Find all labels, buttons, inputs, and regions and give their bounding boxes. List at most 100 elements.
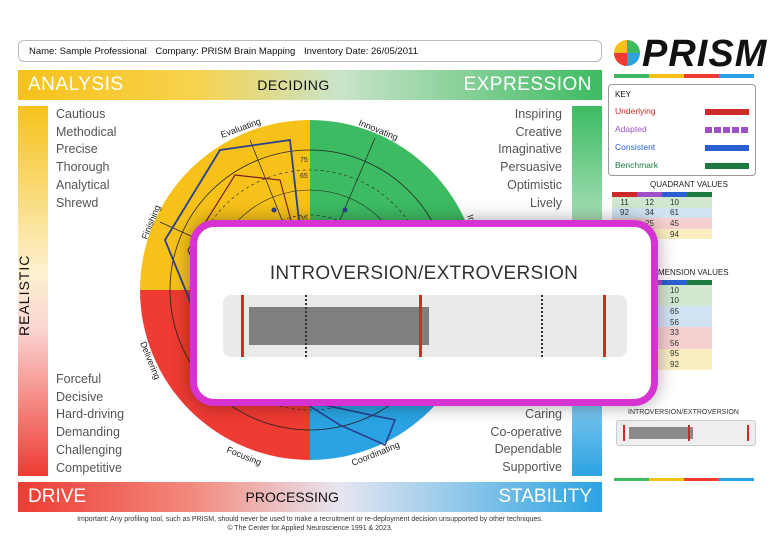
mini-marker bbox=[747, 425, 749, 441]
key-benchmark-label: Benchmark bbox=[615, 160, 658, 170]
quadrant-values-title: QUADRANT VALUES bbox=[650, 180, 728, 189]
footer-copyright: © The Center for Applied Neuroscience 19… bbox=[227, 525, 393, 532]
word: Competitive bbox=[56, 460, 122, 475]
drive-words: Forceful Decisive Hard-driving Demanding… bbox=[56, 371, 124, 477]
word: Lively bbox=[530, 195, 562, 210]
mini-introversion-bar bbox=[616, 420, 756, 446]
word: Precise bbox=[56, 142, 98, 157]
mini-introversion-title: INTROVERSION/EXTROVERSION bbox=[628, 409, 739, 416]
bottom-color-line bbox=[614, 478, 754, 481]
word: Dependable bbox=[494, 442, 562, 457]
data-point bbox=[271, 207, 277, 213]
expression-label: EXPRESSION bbox=[463, 74, 592, 95]
expression-words: Inspiring Creative Imaginative Persuasiv… bbox=[498, 106, 562, 212]
top-quadrant-bar: ANALYSIS DECIDING EXPRESSION bbox=[18, 70, 602, 100]
word: Hard-driving bbox=[56, 407, 125, 422]
key-underlying-label: Underlying bbox=[615, 106, 656, 116]
analysis-words: Cautious Methodical Precise Thorough Ana… bbox=[56, 106, 116, 212]
popup-range-marker bbox=[603, 295, 606, 357]
word: Decisive bbox=[56, 389, 104, 404]
cell: 34 bbox=[645, 208, 654, 218]
word: Caring bbox=[525, 407, 562, 421]
scale-75-label: 75 bbox=[300, 157, 308, 164]
cell: 10 bbox=[670, 296, 679, 306]
word: Imaginative bbox=[498, 142, 562, 157]
cell: 45 bbox=[670, 218, 679, 228]
cell: 94 bbox=[670, 229, 679, 239]
popup-dotted-marker bbox=[305, 295, 307, 357]
popup-scale-track bbox=[223, 295, 627, 357]
word: Demanding bbox=[56, 425, 120, 440]
word: Shrewd bbox=[56, 195, 99, 210]
cell: 10 bbox=[670, 197, 679, 207]
word: Supportive bbox=[502, 460, 562, 475]
word: Methodical bbox=[56, 124, 117, 139]
table-row: 25 45 bbox=[612, 218, 712, 229]
left-gradient-bar bbox=[18, 106, 48, 476]
profile-name: Name: Sample Professional bbox=[29, 46, 147, 57]
dimension-values-title: DIMENSION VALUES bbox=[650, 268, 729, 277]
word: Persuasive bbox=[500, 160, 562, 175]
word: Analytical bbox=[56, 177, 110, 192]
word: Cautious bbox=[56, 107, 106, 121]
cell: 33 bbox=[670, 328, 679, 338]
table-row: 11 12 10 bbox=[612, 197, 712, 208]
word: Challenging bbox=[56, 442, 123, 457]
cell: 12 bbox=[645, 197, 654, 207]
popup-range-marker bbox=[419, 295, 422, 357]
key-consistent-label: Consistent bbox=[615, 142, 656, 152]
cell: 56 bbox=[670, 317, 679, 327]
scale-35-label: 35 bbox=[300, 216, 308, 223]
popup-dotted-marker bbox=[541, 295, 543, 357]
scale-65-label: 65 bbox=[300, 173, 308, 180]
introversion-extroversion-popup: INTROVERSION/EXTROVERSION bbox=[190, 220, 658, 406]
table-row: 92 34 61 bbox=[612, 207, 712, 219]
brain-logo-icon bbox=[614, 40, 640, 66]
footer-disclaimer: Important: Any profiling tool, such as P… bbox=[77, 516, 543, 523]
popup-value-bar bbox=[249, 307, 429, 345]
prism-logo: PRISM bbox=[642, 33, 768, 75]
word: Inspiring bbox=[514, 107, 562, 121]
key-panel: KEY Underlying Adapted Consistent Benchm… bbox=[608, 84, 756, 176]
mini-marker bbox=[623, 425, 625, 441]
deciding-label: DECIDING bbox=[257, 77, 330, 93]
key-consistent-swatch bbox=[705, 145, 749, 151]
stability-words: Caring Co-operative Dependable Supportiv… bbox=[490, 406, 562, 477]
analysis-label: ANALYSIS bbox=[28, 74, 124, 95]
word: Forceful bbox=[56, 372, 102, 386]
key-adapted-swatch bbox=[705, 127, 749, 133]
word: Co-operative bbox=[490, 424, 562, 439]
partial-wheel-label: In bbox=[465, 213, 477, 224]
cell: 92 bbox=[670, 359, 679, 369]
cell: 10 bbox=[670, 285, 679, 295]
cell: 61 bbox=[670, 208, 679, 218]
cell: 95 bbox=[670, 349, 679, 359]
footer: Important: Any profiling tool, such as P… bbox=[18, 515, 602, 533]
profile-info-bar: Name: Sample Professional Company: PRISM… bbox=[18, 40, 602, 62]
key-title: KEY bbox=[615, 90, 632, 99]
profile-line-lower bbox=[299, 399, 397, 447]
mini-marker bbox=[688, 425, 690, 441]
word: Optimistic bbox=[507, 177, 562, 192]
profile-company: Company: PRISM Brain Mapping bbox=[155, 46, 296, 57]
stability-label: STABILITY bbox=[498, 486, 592, 507]
bottom-quadrant-bar: DRIVE PROCESSING STABILITY bbox=[18, 482, 602, 512]
key-benchmark-swatch bbox=[705, 163, 749, 169]
cell: 56 bbox=[670, 338, 679, 348]
word: Thorough bbox=[56, 160, 110, 175]
word: Creative bbox=[515, 124, 562, 139]
drive-label: DRIVE bbox=[28, 486, 87, 507]
cell: 92 bbox=[620, 208, 629, 218]
logo-underline bbox=[614, 74, 754, 78]
key-underlying-swatch bbox=[705, 109, 749, 115]
cell: 65 bbox=[670, 306, 679, 316]
profile-date: Inventory Date: 26/05/2011 bbox=[303, 46, 418, 57]
cell: 11 bbox=[620, 197, 629, 207]
processing-label: PROCESSING bbox=[245, 489, 339, 505]
data-point bbox=[342, 207, 348, 213]
cell: 25 bbox=[645, 218, 654, 228]
popup-range-marker bbox=[241, 295, 244, 357]
popup-title: INTROVERSION/EXTROVERSION bbox=[269, 263, 579, 284]
key-adapted-label: Adapted bbox=[615, 124, 647, 134]
